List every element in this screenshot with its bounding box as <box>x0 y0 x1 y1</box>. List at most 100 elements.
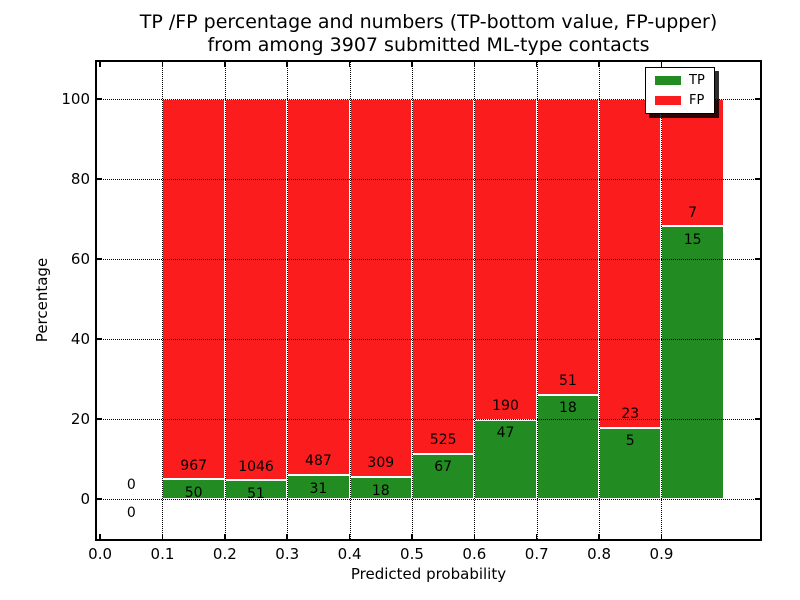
tp-count-label: 18 <box>371 482 390 499</box>
tp-count-label: 0 <box>126 504 136 521</box>
x-tick-mark <box>411 62 413 67</box>
y-tick-label: 100 <box>61 90 90 109</box>
y-tick-mark <box>755 258 760 260</box>
tp-count-label: 50 <box>184 484 203 501</box>
tp-count-label: 15 <box>683 231 702 248</box>
tp-count-label: 18 <box>558 400 577 417</box>
x-tick-mark <box>99 534 101 539</box>
tp-count-label: 47 <box>496 425 515 442</box>
y-tick-mark <box>97 178 102 180</box>
tp-bar-segment <box>536 394 600 499</box>
fp-bar-segment <box>599 99 662 428</box>
y-tick-mark <box>97 498 102 500</box>
tp-color-swatch <box>655 76 681 85</box>
x-tick-label: 0.1 <box>150 545 175 563</box>
x-tick-mark <box>411 534 413 539</box>
y-tick-mark <box>755 418 760 420</box>
x-tick-mark <box>224 534 226 539</box>
x-tick-mark <box>535 534 538 539</box>
x-tick-mark <box>473 62 476 67</box>
x-gridline <box>287 62 289 539</box>
x-tick-label: 0.8 <box>587 545 612 563</box>
tp-count-label: 5 <box>625 433 635 450</box>
fp-count-label: 967 <box>180 457 208 474</box>
bar-labels-layer: 0 0 967 50 1046 51 487 31 309 18 525 67 190 47 51 18 23 5… <box>97 62 760 539</box>
x-tick-label: 0.5 <box>400 545 424 563</box>
tp-count-label: 51 <box>247 486 265 503</box>
y-gridline <box>97 339 760 341</box>
x-tick-mark <box>660 62 663 67</box>
x-tick-label: 0.9 <box>649 545 674 563</box>
x-tick-mark <box>99 62 101 67</box>
x-tick-mark <box>348 534 351 539</box>
legend-label-tp: TP <box>689 73 705 88</box>
fp-count-label: 1046 <box>238 458 274 475</box>
x-gridline <box>411 62 413 539</box>
y-tick-label: 60 <box>70 250 90 269</box>
y-gridline <box>97 419 760 421</box>
fp-count-label: 51 <box>558 373 577 390</box>
y-gridline <box>97 499 760 501</box>
x-gridline <box>661 62 663 539</box>
x-tick-label: 0.7 <box>524 545 549 563</box>
fp-count-label: 487 <box>305 453 332 470</box>
x-gridline <box>224 62 226 539</box>
x-tick-mark <box>598 62 600 67</box>
x-tick-mark <box>535 62 538 67</box>
y-tick-label: 40 <box>70 330 90 349</box>
y-tick-mark <box>755 98 760 100</box>
fp-count-label: 0 <box>126 477 136 494</box>
fp-bar-segment <box>162 99 225 480</box>
tp-count-label: 67 <box>434 459 453 476</box>
fp-count-label: 190 <box>492 398 519 415</box>
x-tick-label: 0.2 <box>212 545 237 563</box>
x-tick-mark <box>348 62 351 67</box>
x-tick-mark <box>161 534 164 539</box>
x-tick-label: 0.6 <box>462 545 487 563</box>
y-gridline <box>97 259 760 261</box>
y-tick-label: 20 <box>70 410 90 429</box>
x-tick-mark <box>473 534 476 539</box>
chart-title-line2: from among 3907 submitted ML-type contac… <box>207 34 650 56</box>
fp-count-label: 23 <box>621 406 640 423</box>
fp-count-label: 309 <box>367 455 395 472</box>
y-tick-label: 80 <box>70 170 90 189</box>
y-tick-mark <box>97 258 102 260</box>
y-tick-mark <box>97 98 102 100</box>
y-gridline <box>97 99 760 101</box>
tp-bar-segment <box>474 419 537 499</box>
y-tick-mark <box>755 338 760 340</box>
chart-title: TP /FP percentage and numbers (TP-bottom… <box>97 11 760 57</box>
legend: TP FP <box>645 67 715 114</box>
x-tick-mark <box>598 534 600 539</box>
x-tick-label: 0.3 <box>275 545 300 563</box>
y-tick-label: 0 <box>80 490 90 509</box>
fp-bar-segment <box>224 99 288 481</box>
fp-count-label: 525 <box>429 432 457 449</box>
x-tick-mark <box>286 534 288 539</box>
x-tick-mark <box>161 62 164 67</box>
fp-bar-segment <box>536 99 600 395</box>
plot-area: 0 0 967 50 1046 51 487 31 309 18 525 67 190 47 51 18 23 5… <box>95 60 762 541</box>
y-tick-mark <box>755 178 760 180</box>
x-gridline <box>474 62 476 539</box>
fp-count-label: 7 <box>688 204 698 221</box>
legend-item-fp: FP <box>655 93 705 108</box>
ticks-layer <box>97 62 760 539</box>
legend-label-fp: FP <box>689 93 705 108</box>
x-gridline <box>349 62 351 539</box>
x-gridline <box>599 62 601 539</box>
x-tick-mark <box>224 62 226 67</box>
x-tick-label: 0.4 <box>337 545 362 563</box>
x-axis-label: Predicted probability <box>350 565 507 583</box>
tp-count-label: 31 <box>309 480 328 497</box>
x-gridline <box>162 62 164 539</box>
grid-layer <box>97 62 760 539</box>
x-tick-mark <box>660 534 663 539</box>
y-tick-mark <box>97 418 102 420</box>
fp-color-swatch <box>655 96 681 105</box>
chart-title-line1: TP /FP percentage and numbers (TP-bottom… <box>139 11 718 33</box>
x-gridline <box>536 62 538 539</box>
x-tick-mark <box>286 62 288 67</box>
